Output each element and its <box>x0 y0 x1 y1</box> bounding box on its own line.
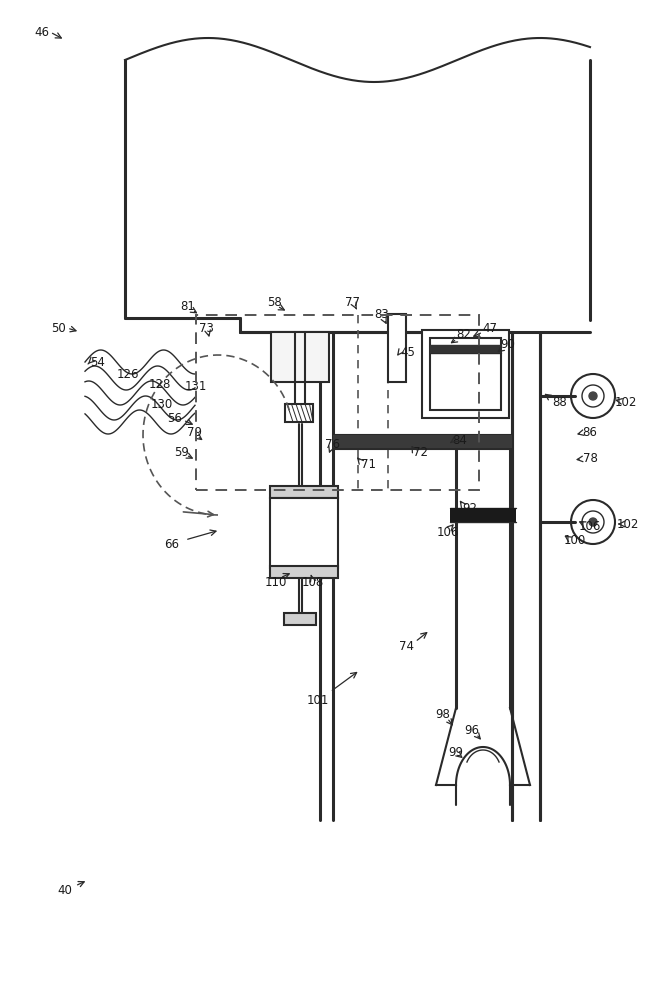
Bar <box>450 508 516 522</box>
Bar <box>333 435 512 448</box>
Text: 58: 58 <box>268 296 282 308</box>
Bar <box>285 404 313 422</box>
Text: 88: 88 <box>553 395 567 408</box>
Text: 130: 130 <box>151 397 173 410</box>
Bar <box>284 613 316 625</box>
Text: 84: 84 <box>453 434 467 446</box>
Bar <box>270 498 338 568</box>
Text: 83: 83 <box>374 308 389 322</box>
Text: 54: 54 <box>90 356 105 368</box>
Text: 45: 45 <box>401 346 415 359</box>
Text: 59: 59 <box>175 446 189 458</box>
Text: 76: 76 <box>326 438 341 450</box>
Text: 106: 106 <box>437 526 459 538</box>
Bar <box>388 314 406 382</box>
Text: 100: 100 <box>564 534 586 546</box>
Text: 47: 47 <box>482 322 498 334</box>
Text: 74: 74 <box>399 640 415 652</box>
Text: 128: 128 <box>149 378 171 391</box>
Circle shape <box>589 392 597 400</box>
Text: 110: 110 <box>265 576 287 588</box>
Text: 126: 126 <box>117 367 139 380</box>
Bar <box>270 486 338 498</box>
Bar <box>430 345 501 353</box>
Text: 131: 131 <box>185 379 207 392</box>
Text: 79: 79 <box>188 426 202 440</box>
Text: 86: 86 <box>583 426 598 438</box>
Text: 66: 66 <box>165 538 179 552</box>
Bar <box>430 338 501 410</box>
Text: 81: 81 <box>181 300 196 312</box>
Text: 71: 71 <box>360 458 376 472</box>
Circle shape <box>589 518 597 526</box>
Text: 56: 56 <box>167 412 183 424</box>
Text: 92: 92 <box>463 502 478 514</box>
Text: 78: 78 <box>583 452 598 464</box>
Text: 101: 101 <box>307 694 330 706</box>
Text: 46: 46 <box>34 25 49 38</box>
Text: 96: 96 <box>465 724 480 736</box>
Text: 98: 98 <box>436 708 451 720</box>
Bar <box>270 566 338 578</box>
Text: 102: 102 <box>617 518 639 530</box>
Bar <box>422 330 509 418</box>
Text: 108: 108 <box>302 576 324 588</box>
Text: 82: 82 <box>457 328 471 342</box>
Text: 99: 99 <box>449 746 463 758</box>
Text: 106: 106 <box>579 520 601 532</box>
Text: 73: 73 <box>198 322 214 334</box>
Text: 40: 40 <box>57 884 72 896</box>
Text: 102: 102 <box>615 395 637 408</box>
Text: 72: 72 <box>413 446 428 458</box>
Bar <box>271 332 329 382</box>
Text: 50: 50 <box>51 322 65 334</box>
Text: 90: 90 <box>501 338 515 351</box>
Bar <box>196 315 479 490</box>
Text: 77: 77 <box>345 296 360 308</box>
